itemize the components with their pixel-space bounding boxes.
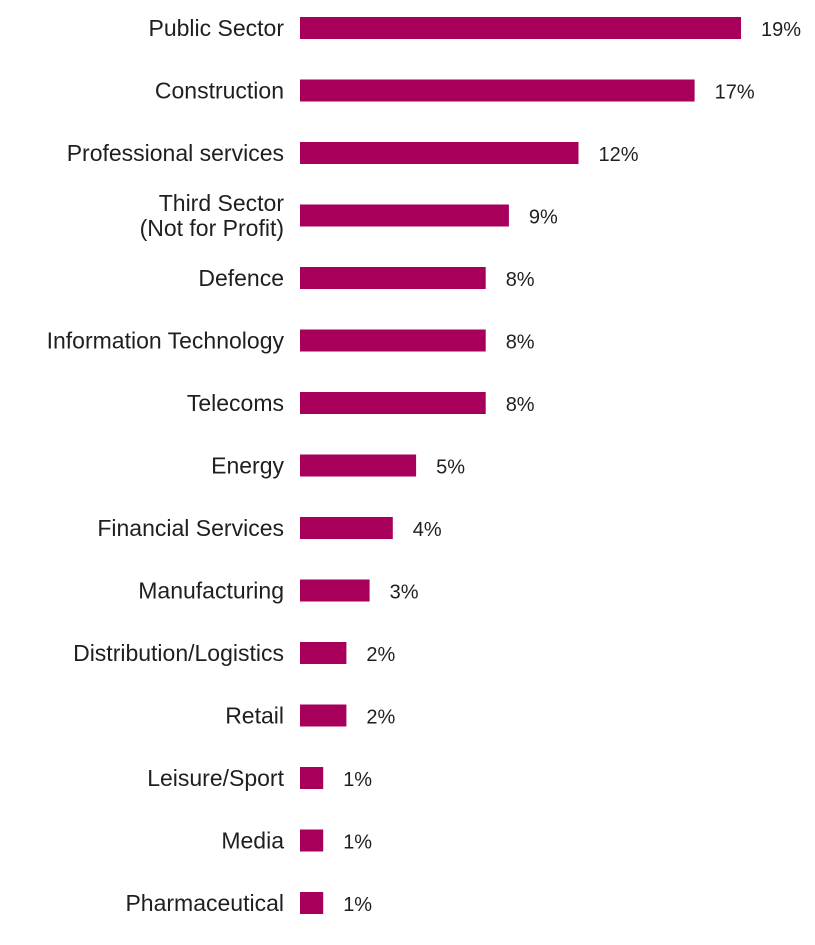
- bar-4: [300, 267, 486, 289]
- value-label-14: 1%: [343, 894, 372, 916]
- value-label-11: 2%: [366, 707, 395, 729]
- bar-7: [300, 454, 417, 477]
- bar-13: [300, 829, 324, 852]
- bar-0: [300, 17, 741, 39]
- value-label-12: 1%: [343, 769, 372, 791]
- bar-12: [300, 767, 324, 789]
- bar-3: [300, 204, 509, 227]
- bar-1: [300, 79, 695, 102]
- category-label-10: Distribution/Logistics: [73, 640, 284, 666]
- bar-14: [300, 892, 324, 914]
- category-label-8: Financial Services: [97, 515, 284, 541]
- value-label-1: 17%: [715, 82, 755, 104]
- category-label-12: Leisure/Sport: [147, 765, 284, 791]
- bar-9: [300, 579, 370, 602]
- category-label-0: Public Sector: [148, 15, 284, 41]
- category-label-11: Retail: [225, 703, 284, 729]
- bar-6: [300, 392, 486, 414]
- bar-2: [300, 142, 579, 164]
- category-label-14: Pharmaceutical: [125, 890, 284, 916]
- category-label-1: Construction: [155, 78, 284, 104]
- value-label-6: 8%: [506, 394, 535, 416]
- value-label-2: 12%: [599, 144, 639, 166]
- category-label-4: Defence: [198, 265, 284, 291]
- category-label-9: Manufacturing: [138, 578, 284, 604]
- category-label-3: Third Sector (Not for Profit): [140, 190, 285, 241]
- value-label-10: 2%: [366, 644, 395, 666]
- value-label-5: 8%: [506, 332, 535, 354]
- bar-5: [300, 329, 486, 352]
- category-label-2: Professional services: [67, 140, 284, 166]
- category-label-7: Energy: [211, 453, 284, 479]
- value-label-8: 4%: [413, 519, 442, 541]
- bar-10: [300, 642, 347, 664]
- value-label-9: 3%: [390, 582, 419, 604]
- category-label-13: Media: [221, 828, 284, 854]
- value-label-3: 9%: [529, 207, 558, 229]
- value-label-4: 8%: [506, 269, 535, 291]
- value-label-0: 19%: [761, 19, 801, 41]
- bar-8: [300, 517, 393, 539]
- value-label-13: 1%: [343, 832, 372, 854]
- value-label-7: 5%: [436, 457, 465, 479]
- category-label-6: Telecoms: [187, 390, 284, 416]
- bar-11: [300, 704, 347, 727]
- category-label-5: Information Technology: [47, 328, 285, 354]
